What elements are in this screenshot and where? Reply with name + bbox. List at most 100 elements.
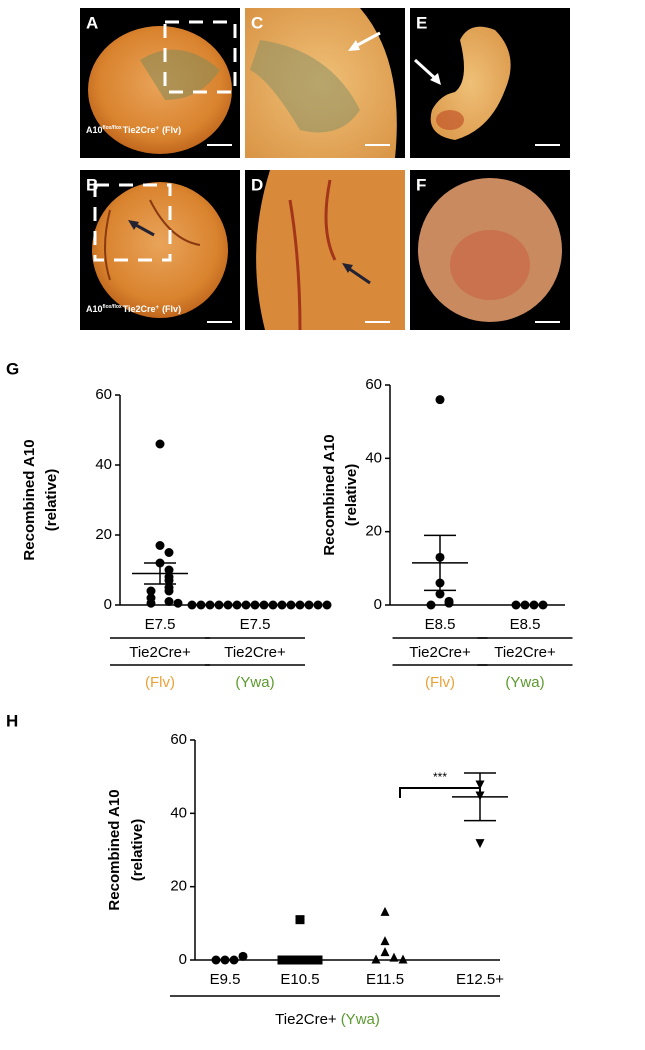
data-point	[435, 589, 445, 599]
group-label-text: Tie2Cre+	[275, 1011, 337, 1028]
data-point	[277, 600, 287, 610]
data-point	[146, 586, 156, 596]
y-tick-label: 40	[95, 456, 112, 473]
y-tick-label: 40	[170, 804, 187, 821]
data-point	[511, 600, 521, 610]
data-point	[238, 951, 248, 961]
data-point	[444, 598, 454, 608]
x-tick-label: E11.5	[366, 971, 404, 988]
data-point	[371, 954, 381, 964]
photo-a: A A10flox/floxTie2Cre+ (Flv)	[80, 8, 240, 158]
y-tick-label: 20	[365, 523, 382, 540]
x-tick-label: E12.5+	[456, 971, 504, 988]
y-tick-label: 60	[365, 376, 382, 393]
group-sublabel: (Ywa)	[505, 674, 544, 691]
group-sublabel: (Flv)	[145, 674, 175, 691]
data-point	[241, 600, 251, 610]
group-sublabel: (Ywa)	[235, 674, 274, 691]
data-point	[380, 906, 390, 916]
panel-label: A	[86, 13, 98, 32]
data-point	[164, 576, 174, 585]
photo-e: E	[410, 8, 570, 158]
y-tick-label: 0	[179, 951, 187, 968]
data-point	[304, 600, 314, 610]
data-point	[173, 598, 183, 608]
data-point	[313, 955, 323, 965]
panel-label: C	[251, 13, 263, 32]
group-label: Tie2Cre+	[494, 644, 556, 661]
panel-label: E	[416, 13, 427, 32]
data-point	[538, 600, 548, 610]
panel-label: F	[416, 175, 426, 194]
y-tick-label: 60	[95, 386, 112, 403]
y-tick-label: 40	[365, 449, 382, 466]
photo-b: B A10flox/floxTie2Cre+ (Flv)	[80, 170, 240, 330]
data-point	[214, 600, 224, 610]
data-point	[520, 600, 530, 610]
x-tick-label: E7.5	[145, 616, 176, 633]
data-point	[426, 600, 436, 610]
x-tick-label: E8.5	[425, 616, 456, 633]
data-point	[146, 598, 156, 608]
group-sublabel: (Flv)	[425, 674, 455, 691]
x-tick-label: E9.5	[210, 971, 241, 988]
significance-label: ***	[433, 770, 447, 784]
photo-d: D	[245, 170, 405, 331]
data-point	[211, 955, 221, 965]
y-axis-label: Recombined A10	[21, 439, 38, 560]
data-point	[205, 600, 215, 610]
data-point	[164, 586, 174, 596]
group-label: Tie2Cre+	[409, 644, 471, 661]
data-point	[223, 600, 233, 610]
photo-caption: A10flox/floxTie2Cre+ (Flv)	[86, 125, 181, 135]
y-axis-label: (relative)	[43, 469, 60, 532]
photo-caption: A10flox/floxTie2Cre+ (Flv)	[86, 304, 181, 314]
y-axis-label: Recombined A10	[321, 434, 338, 555]
x-tick-label: E7.5	[240, 616, 271, 633]
group-label: Tie2Cre+ (Ywa)	[275, 1011, 380, 1028]
data-point	[164, 597, 174, 606]
data-point	[295, 955, 305, 965]
data-point	[529, 600, 539, 610]
data-point	[286, 600, 296, 610]
y-axis-label: (relative)	[343, 464, 360, 527]
panel-label: H	[6, 711, 18, 730]
data-point	[277, 955, 287, 965]
data-point	[268, 600, 278, 610]
data-point	[313, 600, 323, 610]
data-point	[322, 600, 332, 610]
data-point	[380, 947, 390, 957]
panel-label: G	[6, 359, 19, 378]
group-sublabel: (Ywa)	[341, 1011, 380, 1028]
data-point	[164, 548, 174, 557]
data-point	[229, 955, 239, 965]
y-tick-label: 60	[170, 731, 187, 748]
data-point	[304, 955, 314, 965]
data-point	[164, 565, 174, 575]
photo-f: F	[410, 170, 570, 330]
data-point	[250, 600, 260, 610]
data-point	[398, 954, 408, 964]
x-tick-label: E10.5	[280, 971, 319, 988]
significance-bracket	[399, 787, 481, 798]
data-point	[155, 541, 165, 550]
data-point	[435, 395, 445, 405]
x-tick-label: E8.5	[510, 616, 541, 633]
data-point	[380, 936, 390, 946]
data-point	[475, 839, 485, 849]
data-point	[196, 600, 206, 610]
data-point	[295, 915, 305, 925]
y-tick-label: 20	[170, 878, 187, 895]
y-tick-label: 0	[104, 596, 112, 613]
group-label: Tie2Cre+	[129, 644, 191, 661]
data-point	[220, 955, 230, 965]
data-point	[295, 600, 305, 610]
data-point	[286, 955, 296, 965]
y-tick-label: 20	[95, 526, 112, 543]
panel-label: D	[251, 175, 263, 194]
data-point	[389, 952, 399, 962]
panel-label: B	[86, 175, 98, 194]
data-point	[187, 600, 197, 610]
